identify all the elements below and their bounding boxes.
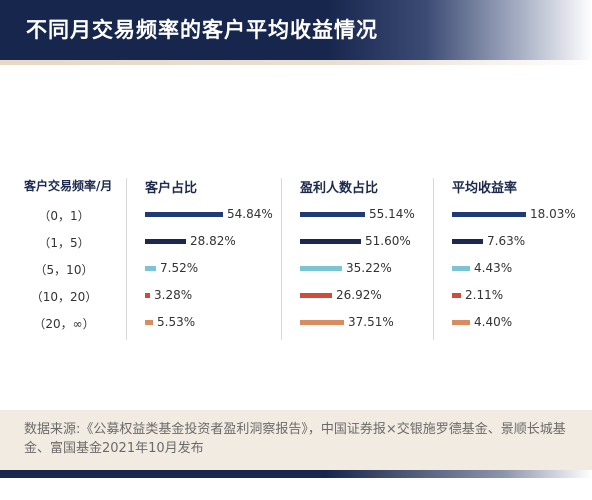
data-label: 4.43% [474,261,513,275]
bar [452,212,526,217]
bar [300,293,332,298]
data-label: 5.53% [157,315,196,329]
data-label: 3.28% [154,288,193,302]
data-label: 37.51% [348,315,394,329]
bar [145,239,186,244]
bar [452,320,470,325]
bar [300,266,342,271]
data-label: 7.63% [487,234,526,248]
bar [452,239,483,244]
data-label: 7.52% [160,261,199,275]
data-label: 55.14% [369,207,415,221]
data-label: 51.60% [365,234,411,248]
title-rule [0,60,592,65]
column-header-frequency: 客户交易频率/月 [24,179,113,193]
category-label: （0，1） [38,209,90,223]
bar [145,212,223,217]
category-label: （1，5） [38,236,90,250]
data-label: 4.40% [474,315,513,329]
column-separator [281,178,282,340]
bar [300,320,344,325]
title-banner: 不同月交易频率的客户平均收益情况 [0,0,592,60]
column-separator [126,178,127,340]
data-label: 26.92% [336,288,382,302]
data-label: 54.84% [227,207,273,221]
bar [300,212,365,217]
page-title: 不同月交易频率的客户平均收益情况 [26,18,378,42]
bar [452,293,461,298]
bar [145,293,150,298]
footer-bar [0,470,592,478]
column-header-1: 客户占比 [145,181,198,196]
data-label: 2.11% [465,288,504,302]
bar [145,320,153,325]
bar [452,266,470,271]
column-header-3: 平均收益率 [452,181,518,196]
data-label: 18.03% [530,207,576,221]
category-label: （20，∞） [33,317,95,331]
category-label: （5，10） [34,263,94,277]
column-separator [433,178,434,340]
data-label: 35.22% [346,261,392,275]
data-label: 28.82% [190,234,236,248]
column-header-2: 盈利人数占比 [300,181,379,196]
source-panel [0,410,592,470]
category-label: （10，20） [30,290,98,304]
bar [300,239,361,244]
bar [145,266,156,271]
source-note: 数据来源:《公募权益类基金投资者盈利洞察报告》，中国证券报×交银施罗德基金、景顺… [24,422,566,456]
